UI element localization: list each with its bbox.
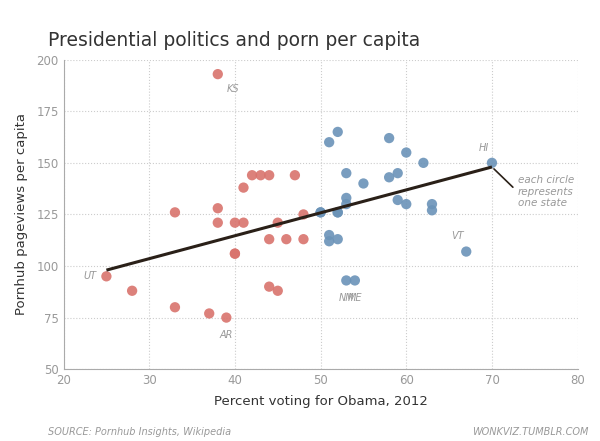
Point <box>290 172 299 179</box>
Point <box>273 219 283 226</box>
Point <box>265 283 274 290</box>
Point <box>427 207 437 214</box>
Text: NM: NM <box>338 293 354 303</box>
Point <box>101 273 111 280</box>
Text: SOURCE: Pornhub Insights, Wikipedia: SOURCE: Pornhub Insights, Wikipedia <box>48 426 231 437</box>
Y-axis label: Pornhub pageviews per capita: Pornhub pageviews per capita <box>15 113 28 315</box>
Point <box>401 149 411 156</box>
Text: ME: ME <box>347 293 362 303</box>
Text: each circle
represents
one state: each circle represents one state <box>494 169 574 209</box>
Point <box>325 238 334 245</box>
Point <box>281 235 291 243</box>
Point <box>213 219 223 226</box>
Point <box>461 248 471 255</box>
Point <box>127 287 137 294</box>
Point <box>393 170 403 177</box>
Point <box>385 174 394 181</box>
Point <box>316 209 325 216</box>
X-axis label: Percent voting for Obama, 2012: Percent voting for Obama, 2012 <box>214 396 428 408</box>
Point <box>213 205 223 212</box>
Point <box>230 250 240 257</box>
Text: Presidential politics and porn per capita: Presidential politics and porn per capit… <box>48 31 420 50</box>
Text: HI: HI <box>478 142 488 153</box>
Point <box>341 170 351 177</box>
Point <box>325 138 334 146</box>
Point <box>427 201 437 208</box>
Point <box>170 209 180 216</box>
Text: AR: AR <box>220 330 233 340</box>
Point <box>273 287 283 294</box>
Point <box>385 135 394 142</box>
Point <box>213 71 223 78</box>
Point <box>230 250 240 257</box>
Text: KS: KS <box>226 84 239 94</box>
Point <box>341 201 351 208</box>
Point <box>265 235 274 243</box>
Point <box>239 184 248 191</box>
Point <box>341 277 351 284</box>
Point <box>239 219 248 226</box>
Text: UT: UT <box>83 271 96 281</box>
Point <box>341 194 351 202</box>
Point <box>221 314 231 321</box>
Point <box>205 310 214 317</box>
Point <box>247 172 257 179</box>
Point <box>325 232 334 239</box>
Point <box>299 235 308 243</box>
Point <box>230 219 240 226</box>
Point <box>487 159 497 166</box>
Point <box>316 209 325 216</box>
Point <box>299 211 308 218</box>
Point <box>333 209 343 216</box>
Point <box>350 277 359 284</box>
Point <box>333 128 343 135</box>
Point <box>419 159 428 166</box>
Text: WONKVIZ.TUMBLR.COM: WONKVIZ.TUMBLR.COM <box>472 426 588 437</box>
Point <box>401 201 411 208</box>
Point <box>265 172 274 179</box>
Point <box>393 196 403 203</box>
Point <box>333 235 343 243</box>
Point <box>359 180 368 187</box>
Point <box>333 209 343 216</box>
Point <box>256 172 265 179</box>
Point <box>170 304 180 311</box>
Text: VT: VT <box>451 231 464 241</box>
